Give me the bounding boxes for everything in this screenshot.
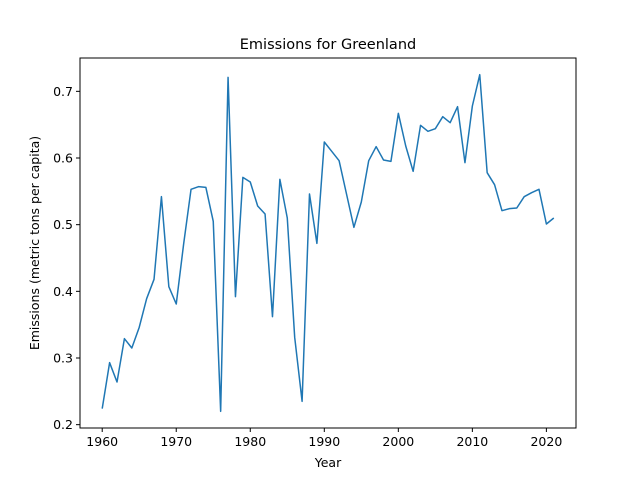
plot-area xyxy=(79,57,577,429)
series-line xyxy=(101,73,555,413)
x-tick-label: 1980 xyxy=(234,434,266,449)
y-axis-label: Emissions (metric tons per capita) xyxy=(27,136,42,350)
x-tick-label: 2010 xyxy=(456,434,488,449)
x-tick-label: 2020 xyxy=(530,434,562,449)
y-tick-label: 0.2 xyxy=(53,417,73,432)
y-tick-label: 0.5 xyxy=(53,217,73,232)
y-tick-label: 0.7 xyxy=(53,84,73,99)
x-tick-label: 2000 xyxy=(382,434,414,449)
chart-title: Emissions for Greenland xyxy=(240,37,416,53)
x-axis: 1960 1970 1980 1990 2000 2010 2020 xyxy=(86,428,562,449)
x-axis-label: Year xyxy=(314,455,342,470)
y-tick-label: 0.6 xyxy=(53,151,73,166)
x-tick-label: 1990 xyxy=(308,434,340,449)
x-tick-label: 1970 xyxy=(160,434,192,449)
y-tick-label: 0.4 xyxy=(53,284,73,299)
y-tick-label: 0.3 xyxy=(53,351,73,366)
y-axis: 0.2 0.3 0.4 0.5 0.6 0.7 xyxy=(53,84,80,432)
x-tick-label: 1960 xyxy=(86,434,118,449)
